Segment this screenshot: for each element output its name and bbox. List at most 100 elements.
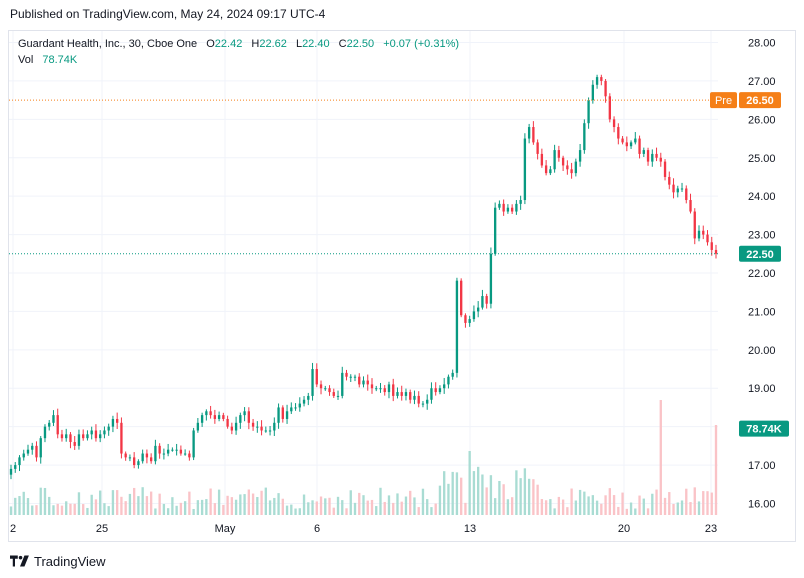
candle-body — [477, 307, 480, 312]
volume-bar — [196, 500, 200, 515]
volume-bar — [485, 487, 488, 515]
candle-body — [35, 445, 38, 458]
published-notice: Published on TradingView.com, May 24, 20… — [10, 7, 326, 21]
candle-body — [22, 453, 25, 458]
volume-bar — [663, 497, 667, 515]
volume-bar — [379, 487, 382, 515]
x-tick-label: 13 — [464, 523, 476, 535]
candle-body — [247, 411, 250, 423]
volume-bar — [9, 506, 13, 515]
volume-bar — [375, 506, 378, 515]
candle-body — [506, 207, 510, 212]
volume-bar — [73, 503, 76, 515]
volume-bar — [370, 499, 374, 515]
candle-body — [392, 384, 395, 396]
time-axis: 2 25 May 6 13 20 23 — [10, 523, 717, 535]
candle-body — [527, 127, 531, 139]
volume-bar — [319, 496, 323, 515]
volume-bar — [506, 499, 510, 515]
volume-bar — [612, 495, 616, 515]
volume-bar — [544, 500, 548, 515]
volume-bar — [510, 497, 514, 515]
candle-body — [205, 411, 208, 416]
volume-bar — [634, 508, 637, 515]
candle-body — [426, 399, 429, 404]
volume-bar — [39, 487, 42, 515]
candle-body — [574, 161, 578, 174]
volume-bar — [455, 472, 459, 515]
candle-body — [583, 123, 586, 151]
candle-body — [634, 138, 637, 143]
volume-bar — [710, 492, 713, 515]
price-tag-value: 78.74K — [746, 424, 782, 436]
volume-bar — [162, 503, 166, 515]
volume-bar — [111, 490, 115, 515]
candle-body — [515, 203, 518, 212]
candle-body — [141, 453, 144, 462]
volume-bar — [48, 496, 51, 515]
volume-bar — [685, 488, 688, 515]
candle-body — [676, 188, 679, 193]
volume-bar — [578, 489, 582, 515]
candle-body — [349, 376, 352, 378]
volume-bar — [409, 490, 412, 515]
volume-bar — [120, 496, 123, 515]
candle-body — [90, 430, 93, 435]
volume-bar — [540, 499, 544, 515]
candle-body — [595, 77, 599, 85]
y-tick-label: 23.00 — [748, 230, 776, 242]
price-tag-value: 26.50 — [746, 95, 774, 107]
y-tick-label: 28.00 — [748, 38, 776, 50]
volume-bar — [392, 502, 395, 515]
candle-body — [192, 430, 195, 458]
volume-bar — [353, 502, 357, 515]
candle-body — [14, 465, 17, 469]
candle-body — [179, 449, 183, 454]
chart-legend: Guardant Health, Inc., 30, Cboe One O22.… — [18, 36, 459, 68]
candle-body — [285, 411, 289, 419]
x-tick-label: 20 — [618, 523, 630, 535]
volume-bar — [460, 477, 463, 515]
volume-bar — [396, 493, 399, 515]
high-value: 22.62 — [259, 38, 287, 50]
candle-body — [209, 411, 212, 416]
volume-bar — [128, 493, 132, 515]
candle-body — [714, 249, 718, 254]
candle-body — [642, 150, 645, 154]
volume-bar — [69, 503, 72, 515]
volume-bar — [566, 507, 569, 515]
volume-bar — [222, 504, 225, 515]
candle-body — [404, 392, 408, 396]
candle-body — [99, 434, 102, 439]
volume-bar — [519, 478, 522, 515]
volume-bar — [468, 451, 471, 515]
volume-bar — [60, 505, 64, 515]
candle-body — [668, 176, 671, 185]
volume-bar — [256, 497, 259, 515]
volume-bar — [107, 506, 110, 515]
volume-bar — [332, 507, 335, 515]
volume-bar — [646, 508, 650, 515]
candle-body — [226, 418, 229, 427]
volume-bar — [583, 491, 586, 515]
candle-body — [116, 418, 119, 423]
candle-body — [706, 234, 709, 243]
candle-body — [612, 119, 616, 128]
candle-body — [659, 157, 662, 162]
footer-brand[interactable]: TradingView — [10, 552, 106, 570]
volume-bars — [9, 400, 718, 515]
candle-body — [566, 165, 569, 170]
volume-bar — [600, 503, 603, 515]
candle-body — [200, 415, 204, 423]
symbol-title: Guardant Health, Inc., 30, Cboe One — [18, 38, 198, 50]
volume-bar — [281, 498, 284, 515]
candle-body — [396, 392, 399, 396]
candle-body — [417, 395, 420, 404]
candle-body — [31, 445, 34, 450]
volume-bar — [52, 505, 55, 515]
volume-bar — [116, 490, 119, 515]
candle-body — [443, 384, 446, 389]
candle-body — [655, 153, 658, 158]
candle-body — [519, 200, 522, 204]
